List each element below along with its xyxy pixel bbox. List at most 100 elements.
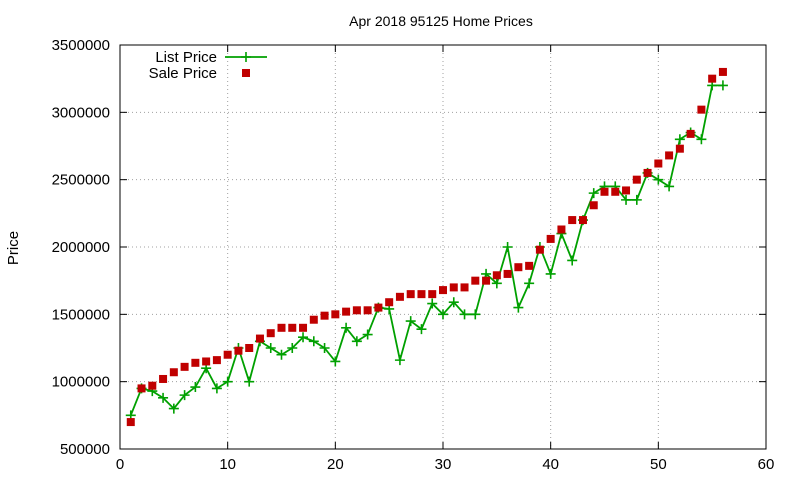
sale-price-point (417, 290, 426, 299)
sale-price-point (159, 374, 168, 383)
y-tick-label: 2500000 (52, 172, 110, 189)
sale-price-point (643, 168, 652, 177)
sale-price-point (255, 334, 264, 343)
list-price-point (524, 278, 535, 289)
sale-price-point (514, 263, 523, 272)
plot-data (125, 67, 728, 427)
list-price-point (179, 390, 190, 401)
sale-price-point (665, 151, 674, 160)
legend-marker (241, 52, 251, 62)
y-tick-label: 500000 (60, 441, 110, 458)
sale-price-point (600, 187, 609, 196)
list-price-point (567, 255, 578, 266)
list-price-point (211, 383, 222, 394)
legend-label: Sale Price (149, 65, 217, 82)
y-tick-label: 1000000 (52, 374, 110, 391)
list-price-point (459, 309, 470, 320)
chart-title: Apr 2018 95125 Home Prices (349, 13, 533, 29)
list-price-point (588, 188, 599, 199)
sale-price-point (589, 201, 598, 210)
sale-price-point (342, 307, 351, 316)
sale-price-point (331, 310, 340, 319)
list-price-point (168, 403, 179, 414)
sale-price-point (686, 129, 695, 138)
list-price-point (265, 343, 276, 353)
legend-label: List Price (155, 49, 217, 66)
sale-price-point (449, 283, 458, 292)
sale-price-point (460, 283, 469, 292)
sale-price-point (374, 303, 383, 312)
y-axis-label: Price (5, 231, 22, 265)
list-price-point (438, 309, 448, 320)
sale-price-point (245, 344, 254, 352)
sale-price-point (675, 144, 684, 153)
x-tick-label: 10 (219, 456, 236, 473)
sale-price-point (288, 323, 297, 332)
sale-price-point (212, 356, 221, 365)
list-price-point (502, 242, 513, 252)
legend-marker (242, 69, 250, 77)
x-tick-label: 50 (650, 456, 667, 473)
list-price-point (190, 382, 201, 393)
list-price-point (351, 336, 362, 347)
sale-price-point (191, 358, 200, 367)
series-sale-price (126, 67, 727, 427)
sale-price-point (439, 286, 447, 295)
sale-price-point (320, 311, 329, 320)
list-price-point (319, 343, 330, 353)
sale-price-point (406, 290, 415, 299)
sale-price-point (277, 323, 286, 332)
sale-price-point (352, 306, 361, 315)
list-price-point (330, 356, 341, 367)
sale-price-point (395, 292, 404, 301)
list-price-point (158, 392, 169, 403)
sale-price-point (568, 216, 577, 225)
sale-price-point (309, 315, 318, 324)
x-tick-label: 60 (758, 456, 775, 473)
sale-price-point (578, 216, 587, 225)
sale-price-point (266, 329, 275, 338)
sale-price-point (697, 105, 706, 114)
sale-price-point (471, 276, 480, 285)
sale-price-point (148, 381, 157, 390)
list-price-point (696, 134, 707, 145)
sale-price-point (546, 234, 555, 243)
list-price-point (427, 298, 438, 309)
list-price-point (631, 194, 642, 205)
sale-price-point (137, 384, 146, 393)
list-price-point (298, 332, 309, 343)
list-price-point (448, 297, 459, 308)
y-tick-label: 3000000 (52, 104, 110, 121)
sale-price-point (503, 269, 512, 278)
sale-price-point (363, 306, 372, 315)
list-price-point (276, 349, 287, 360)
y-tick-label: 2000000 (52, 239, 110, 256)
list-price-point (244, 376, 255, 387)
list-price-point (362, 329, 373, 340)
sale-price-point (385, 298, 394, 307)
sale-price-point (482, 276, 491, 285)
sale-price-point (428, 290, 437, 299)
list-price-point (405, 316, 416, 327)
sale-price-point (169, 368, 178, 377)
list-price-point (664, 181, 675, 192)
sale-price-point (708, 74, 717, 83)
sale-price-point (223, 350, 232, 359)
list-price-point (394, 355, 405, 366)
sale-price-point (299, 323, 308, 332)
list-price-point (416, 324, 427, 335)
list-price-point (717, 80, 728, 91)
list-price-point (653, 174, 664, 185)
sale-price-point (632, 175, 641, 184)
sale-price-point (525, 261, 534, 270)
list-price-point (674, 134, 685, 145)
list-price-point (222, 376, 233, 387)
sale-price-point (180, 362, 189, 371)
x-tick-label: 40 (542, 456, 559, 473)
list-price-point (621, 194, 632, 205)
x-tick-label: 20 (327, 456, 344, 473)
list-price-point (470, 309, 481, 320)
x-tick-label: 0 (116, 456, 124, 473)
